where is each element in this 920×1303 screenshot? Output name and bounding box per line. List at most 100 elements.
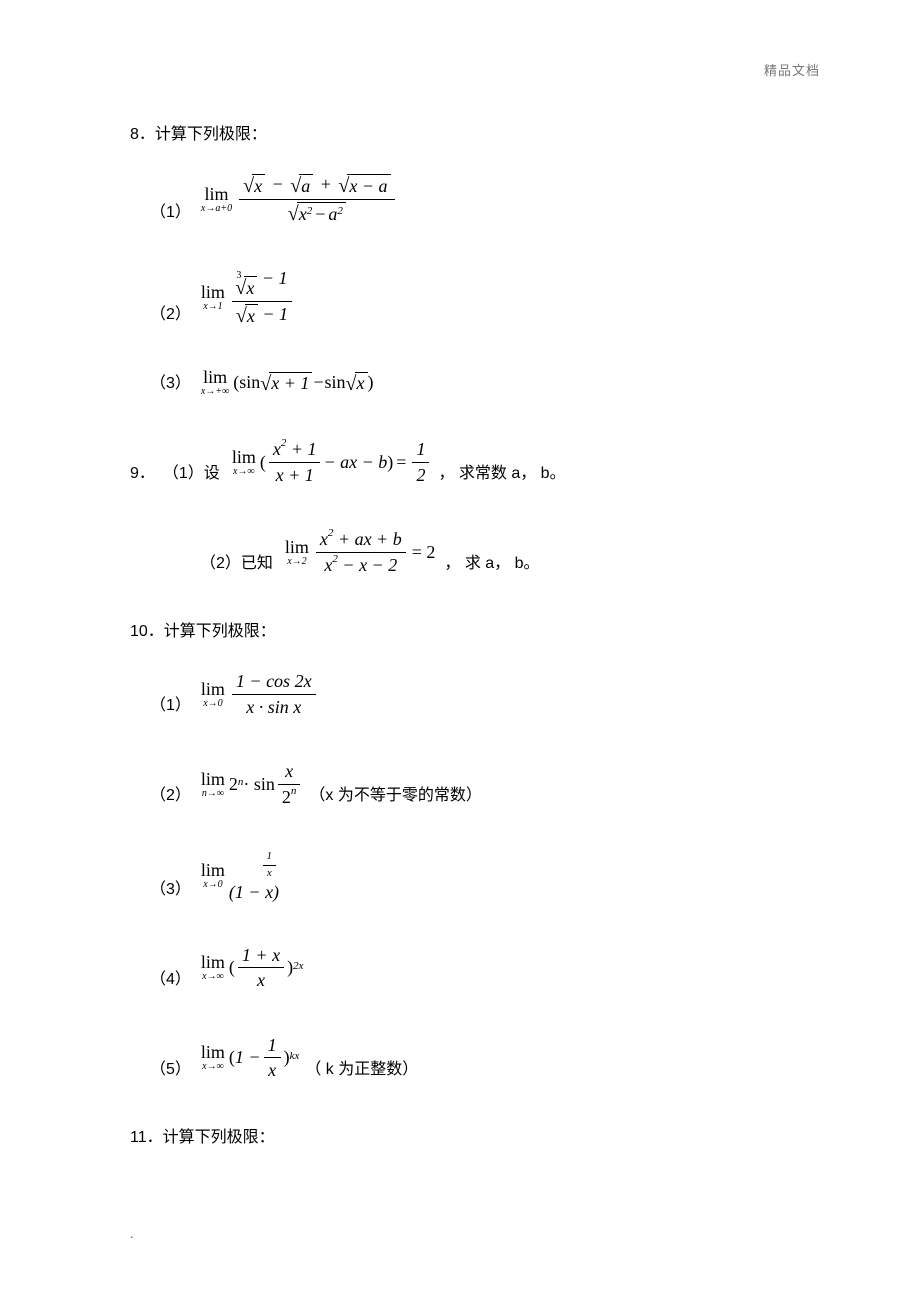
item-9-1: 9． （1）设 lim x→∞ ( x2 + 1 x + 1 − ax − b … xyxy=(130,437,810,487)
rad: a xyxy=(299,174,313,198)
var: x xyxy=(299,203,307,226)
item-10-3: （3） lim x→0 1 x (1 − x) xyxy=(130,849,810,903)
page-content: 8．计算下列极限： （1） lim x→a+0 √x − √a + √x − a… xyxy=(130,110,810,1175)
lim-sub: x→0 xyxy=(203,880,222,890)
fraction: x 2n xyxy=(278,759,301,809)
fraction: 1 − cos 2x x · sin x xyxy=(232,669,316,719)
lim-icon: lim x→a+0 xyxy=(201,185,232,214)
math-expr: lim x→a+0 √x − √a + √x − a √ x2 − a2 xyxy=(201,172,398,226)
op: · sin xyxy=(243,774,275,795)
tail-text: ， 求常数 a， b。 xyxy=(438,459,565,487)
item-10-5: （5） lim x→∞ (1 − 1 x )kx （ k 为正整数） xyxy=(130,1033,810,1083)
base: 2 xyxy=(282,787,291,807)
lim-sub: x→∞ xyxy=(233,467,255,477)
lim-sub: x→+∞ xyxy=(201,387,229,397)
exp: 2 xyxy=(328,527,334,539)
lim-icon: lim x→1 xyxy=(201,283,225,312)
item-8-2: （2） lim x→1 3√x − 1 √x − 1 xyxy=(130,266,810,328)
tail-text: ， 求 a， b。 xyxy=(444,549,539,577)
math-expr: lim x→∞ (1 − 1 x )kx xyxy=(201,1033,299,1083)
den: x xyxy=(263,866,276,882)
den: x xyxy=(253,968,269,993)
item-8-1: （1） lim x→a+0 √x − √a + √x − a √ x2 − xyxy=(130,172,810,226)
math-expr: lim x→∞ ( 1 + x x )2x xyxy=(201,943,304,993)
lim-sub: x→1 xyxy=(203,302,222,312)
lim-icon: lim x→0 xyxy=(201,861,225,890)
section-11-title: 11．计算下列极限： xyxy=(130,1123,810,1147)
den: x · sin x xyxy=(242,695,305,720)
item-label: （1） xyxy=(150,198,191,226)
fn: sin xyxy=(325,372,346,393)
base: 2 xyxy=(229,774,238,795)
item-label: （1） xyxy=(150,691,191,719)
exp: n xyxy=(291,785,297,797)
lim-sub: x→2 xyxy=(287,557,306,567)
item-10-1: （1） lim x→0 1 − cos 2x x · sin x xyxy=(130,669,810,719)
lim-sub: x→∞ xyxy=(202,1062,224,1072)
math-expr: lim x→0 1 − cos 2x x · sin x xyxy=(201,669,319,719)
var: x xyxy=(273,439,281,459)
lim-sub: x→a+0 xyxy=(201,204,232,214)
op: − xyxy=(312,372,324,393)
item-label: （1）设 xyxy=(163,459,220,487)
lim-icon: lim n→∞ xyxy=(201,770,225,799)
item-label: （2） xyxy=(150,781,191,809)
num: 1 + x xyxy=(238,943,284,968)
math-expr: lim x→0 1 x (1 − x) xyxy=(201,849,279,903)
exp: 2 xyxy=(332,553,338,565)
section-9-prefix: 9． xyxy=(130,459,155,487)
item-label: （3） xyxy=(150,875,191,903)
fraction: √x − √a + √x − a √ x2 − a2 xyxy=(239,172,394,226)
item-10-2: （2） lim n→∞ 2n · sin x 2n （x 为不等于零的常数） xyxy=(130,759,810,809)
fraction: 1 + x x xyxy=(238,943,284,993)
item-8-3: （3） lim x→+∞ ( sin √x + 1 − sin √x ) xyxy=(130,368,810,397)
txt: + ax + b xyxy=(333,529,401,549)
item-label: （4） xyxy=(150,965,191,993)
var: a xyxy=(328,203,337,226)
num: x xyxy=(281,759,297,784)
num: 1 xyxy=(264,1033,281,1058)
power: 1 x (1 − x) xyxy=(229,849,279,903)
fraction: 3√x − 1 √x − 1 xyxy=(232,266,292,328)
txt: + 1 xyxy=(286,439,316,459)
fraction: x2 + 1 x + 1 xyxy=(269,437,321,487)
header-note: 精品文档 xyxy=(764,60,820,79)
footer-dot: . xyxy=(130,1227,134,1243)
math-expr: lim x→1 3√x − 1 √x − 1 xyxy=(201,266,295,328)
paren: ) xyxy=(368,372,374,393)
item-10-4: （4） lim x→∞ ( 1 + x x )2x xyxy=(130,943,810,993)
item-label: （2）已知 xyxy=(200,549,273,577)
tail-text: （ k 为正整数） xyxy=(305,1055,418,1083)
item-label: （2） xyxy=(150,300,191,328)
den: x xyxy=(264,1058,280,1083)
base: (1 − x) xyxy=(229,882,279,903)
item-label: （5） xyxy=(150,1055,191,1083)
fraction: x2 + ax + b x2 − x − 2 xyxy=(316,527,406,577)
fraction: 1 2 xyxy=(412,437,429,487)
fraction: 1 x xyxy=(264,1033,281,1083)
math-expr: lim x→2 x2 + ax + b x2 − x − 2 = 2 xyxy=(285,527,438,577)
rad: x − a xyxy=(347,174,390,198)
math-expr: lim n→∞ 2n · sin x 2n xyxy=(201,759,304,809)
eq: = 2 xyxy=(412,542,436,563)
math-expr: lim x→∞ ( x2 + 1 x + 1 − ax − b ) = 1 2 xyxy=(232,437,433,487)
txt: − x − 2 xyxy=(338,555,397,575)
section-8-title: 8．计算下列极限： xyxy=(130,120,810,144)
lim-sub: x→0 xyxy=(203,699,222,709)
txt: − ax − b xyxy=(323,452,387,473)
txt: − 1 xyxy=(258,304,288,324)
lim-sub: n→∞ xyxy=(202,789,224,799)
lim-icon: lim x→+∞ xyxy=(201,368,229,397)
section-10-title: 10．计算下列极限： xyxy=(130,617,810,641)
num: 1 − cos 2x xyxy=(232,669,316,694)
lim-icon: lim x→∞ xyxy=(232,448,256,477)
eq: = xyxy=(396,452,406,473)
item-9-2: （2）已知 lim x→2 x2 + ax + b x2 − x − 2 = 2… xyxy=(200,527,810,577)
txt: − 1 xyxy=(257,268,287,288)
num: 1 xyxy=(263,849,277,865)
lim-icon: lim x→0 xyxy=(201,680,225,709)
lim-icon: lim x→2 xyxy=(285,538,309,567)
tail-text: （x 为不等于零的常数） xyxy=(309,781,481,809)
exp: n xyxy=(238,776,244,788)
lim-icon: lim x→∞ xyxy=(201,953,225,982)
